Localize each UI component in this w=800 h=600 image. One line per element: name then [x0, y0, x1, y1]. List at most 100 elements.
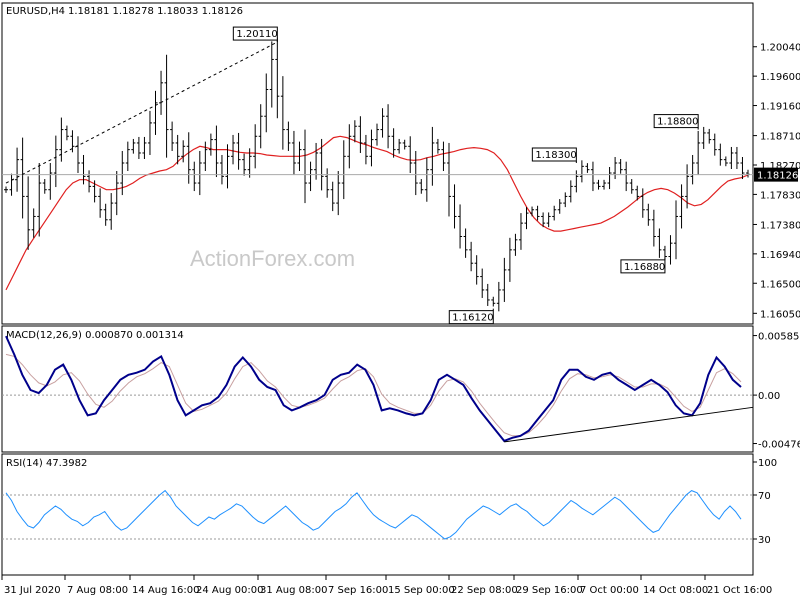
price-bar	[264, 73, 269, 133]
price-bar	[734, 146, 739, 170]
price-bar	[109, 193, 114, 230]
macd-tick-label: 0.00	[758, 391, 780, 402]
price-bar	[491, 296, 496, 307]
price-tick-label: 1.20040	[760, 43, 800, 54]
rsi-tick-label: 100	[758, 458, 777, 469]
price-bar	[502, 257, 507, 302]
price-bar	[568, 180, 573, 203]
price-bar	[424, 157, 429, 202]
price-bar	[336, 171, 341, 216]
price-bar	[170, 121, 175, 151]
price-bar	[87, 170, 92, 193]
price-bar	[679, 184, 684, 229]
price-bar	[458, 204, 463, 249]
price-bar	[358, 116, 363, 153]
price-annotation-label: 1.16880	[624, 262, 665, 273]
price-bar	[386, 104, 391, 149]
price-bar	[397, 138, 402, 154]
price-annotation: 1.16120	[448, 308, 494, 325]
price-bar	[314, 142, 319, 180]
price-annotation-label: 1.18800	[657, 117, 698, 128]
price-bar	[579, 160, 584, 183]
price-bar	[419, 179, 424, 194]
price-bar	[64, 125, 69, 141]
time-tick-label: 22 Sep 08:00	[451, 585, 518, 596]
price-bar	[657, 228, 662, 258]
price-bar	[319, 138, 324, 191]
time-tick-label: 29 Sep 16:00	[516, 585, 583, 596]
price-bar	[469, 241, 474, 272]
price-bar	[391, 128, 396, 158]
price-bar	[435, 138, 440, 154]
price-bar	[347, 124, 352, 169]
macd-panel	[1, 325, 754, 453]
price-bar	[20, 137, 25, 219]
price-bar	[131, 138, 136, 154]
price-annotation-label: 1.18300	[535, 150, 576, 161]
price-bar	[197, 150, 202, 196]
price-bar	[624, 161, 629, 192]
price-bar	[380, 108, 385, 138]
price-bar	[535, 205, 540, 221]
price-bar	[552, 205, 557, 221]
current-price-label: 1.18126	[757, 171, 798, 182]
price-bar	[563, 192, 568, 208]
price-bar	[352, 120, 357, 143]
price-bar	[308, 161, 313, 192]
price-bar	[441, 141, 446, 172]
price-bar	[452, 184, 457, 229]
price-bar	[369, 129, 374, 167]
price-bar	[674, 200, 679, 260]
price-bar	[164, 54, 169, 158]
price-axis: 1.20040 1.19600 1.19160 1.18710 1.18270 1.178…	[753, 43, 800, 320]
time-tick-label: 7 Oct 00:00	[580, 585, 639, 596]
time-tick-label: 14 Aug 16:00	[132, 585, 199, 596]
symbol-label: EURUSD,H4	[6, 6, 65, 17]
macd-title: MACD(12,26,9) 0.000870 0.001314	[6, 330, 184, 341]
price-bar	[303, 129, 308, 204]
price-bar	[729, 146, 734, 170]
price-bar	[712, 133, 717, 156]
price-bar	[513, 233, 518, 256]
price-bar	[214, 125, 219, 178]
price-bar	[518, 213, 523, 250]
price-bar	[53, 135, 58, 188]
price-bar	[225, 144, 230, 189]
price-bar	[402, 139, 407, 150]
price-bar	[98, 188, 103, 218]
price-bar	[269, 41, 274, 108]
price-bar	[330, 181, 335, 212]
time-tick-label: 7 Sep 16:00	[328, 585, 388, 596]
macd-line-series	[5, 335, 742, 443]
price-bar	[181, 140, 186, 163]
price-bar	[247, 148, 252, 178]
moving-average-series	[5, 135, 749, 291]
price-bar	[42, 179, 47, 194]
price-bar	[602, 179, 607, 190]
price-tick-label: 1.19160	[760, 102, 800, 113]
time-tick-label: 31 Aug 08:00	[260, 585, 327, 596]
rsi-panel	[1, 453, 754, 576]
price-bar	[740, 156, 745, 180]
price-bar	[524, 207, 529, 230]
price-bar	[668, 235, 673, 265]
price-bar	[4, 186, 8, 193]
price-annotation: 1.16880	[620, 257, 666, 274]
price-bar	[474, 255, 479, 285]
price-bar	[596, 179, 601, 190]
price-bar	[430, 126, 435, 186]
price-bar	[153, 90, 158, 135]
price-bar	[275, 37, 280, 119]
rsi-series	[5, 489, 742, 540]
price-bar	[297, 141, 302, 172]
price-tick-label: 1.19600	[760, 72, 800, 83]
price-bar	[446, 142, 451, 217]
watermark: ActionForex.com	[190, 246, 355, 271]
price-bar	[375, 123, 379, 146]
price-bar	[546, 212, 551, 228]
price-annotation-label: 1.16120	[452, 313, 493, 324]
price-bar	[701, 126, 706, 149]
